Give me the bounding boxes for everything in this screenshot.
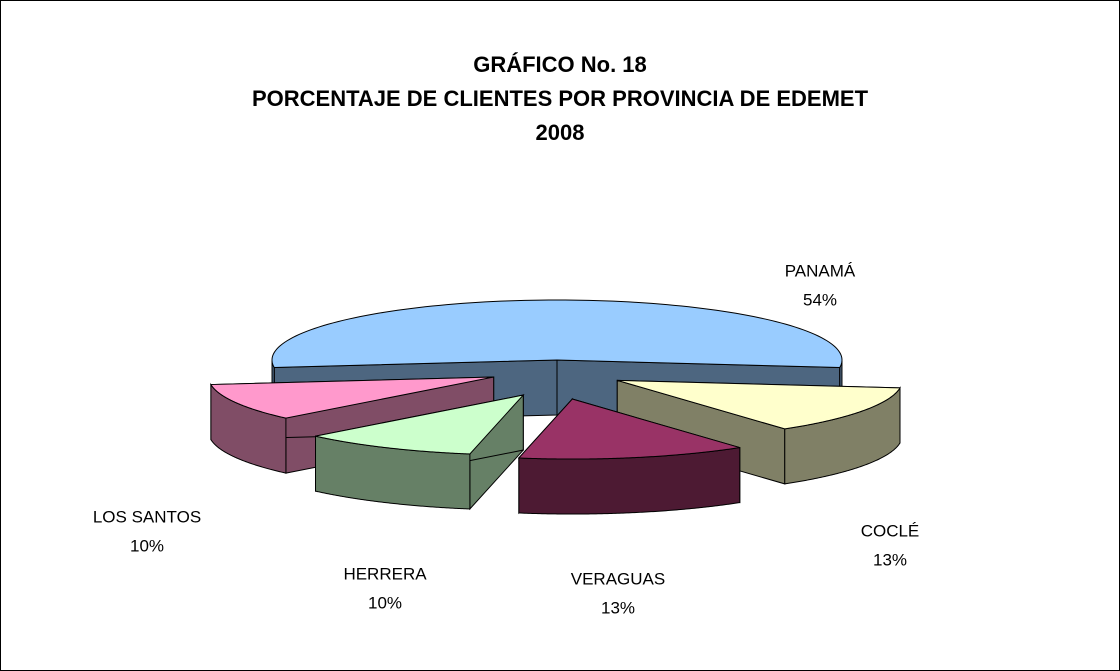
slice-label: PANAMÁ — [785, 261, 856, 280]
slice-label: LOS SANTOS — [93, 507, 201, 526]
slice — [517, 398, 740, 460]
slice — [617, 379, 901, 430]
chart-title: 2008 — [536, 120, 585, 145]
slice-value-label: 10% — [130, 536, 164, 555]
slice — [315, 394, 525, 455]
slice-label: HERRERA — [343, 564, 427, 583]
chart-title: GRÁFICO No. 18 — [473, 52, 647, 77]
slice-value-label: 13% — [601, 598, 635, 617]
chart-title: PORCENTAJE DE CLIENTES POR PROVINCIA DE … — [252, 86, 869, 111]
slice-value-label: 13% — [873, 550, 907, 569]
slice — [271, 299, 843, 369]
slice-value-label: 54% — [803, 290, 837, 309]
slice — [210, 376, 494, 419]
slice-value-label: 10% — [368, 593, 402, 612]
slice-label: COCLÉ — [861, 521, 920, 540]
slice-label: VERAGUAS — [571, 569, 665, 588]
